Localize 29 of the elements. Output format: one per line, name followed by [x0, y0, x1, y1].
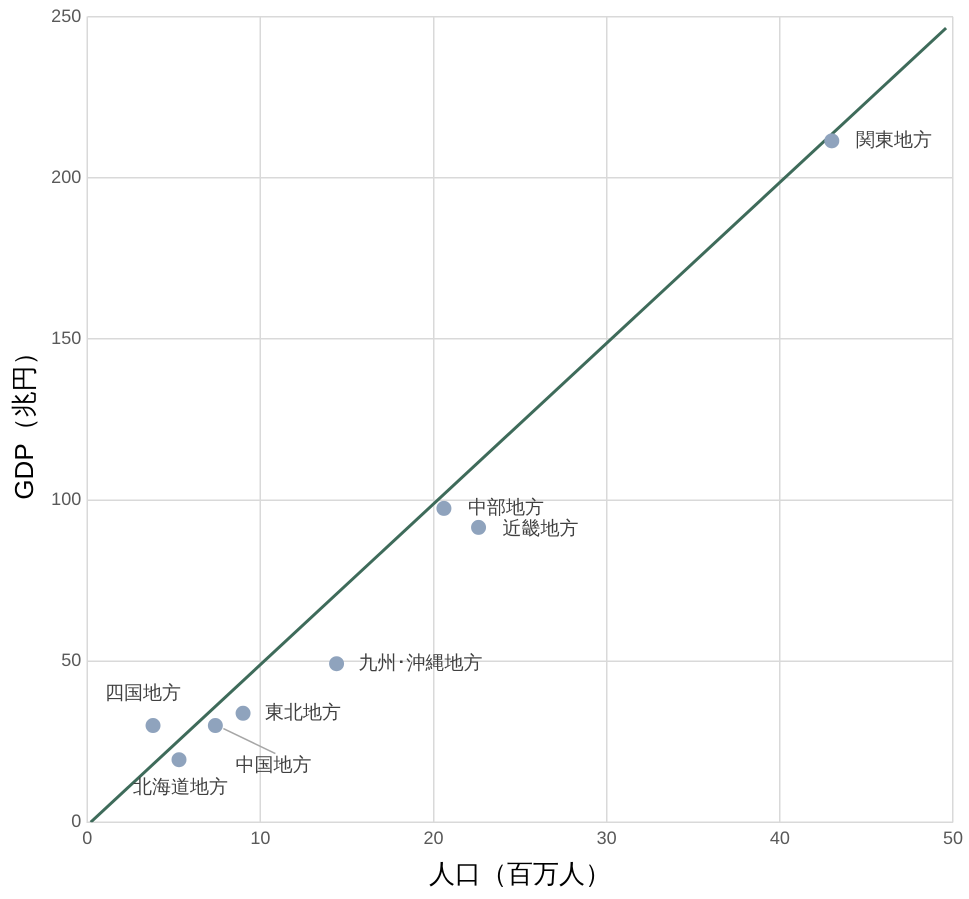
point — [208, 718, 223, 734]
y-tick-label: 0 — [71, 811, 82, 832]
point — [146, 718, 161, 734]
annotation: 四国地方 — [105, 682, 182, 704]
x-axis-title: 人口（百万人） — [429, 858, 612, 889]
x-tick-label: 20 — [424, 828, 444, 848]
y-tick-label: 50 — [61, 650, 82, 670]
point — [824, 133, 840, 148]
x-tick-label: 10 — [250, 828, 270, 848]
point — [471, 520, 486, 535]
y-tick-label: 100 — [51, 489, 82, 510]
y-tick-label: 150 — [51, 328, 82, 348]
x-tick-label: 40 — [770, 828, 790, 848]
annotation: 関東地方 — [856, 129, 932, 152]
y-tick-label: 250 — [51, 6, 82, 26]
x-tick-label: 30 — [596, 828, 617, 848]
annotation: 北海道地方 — [133, 776, 228, 798]
annotation: 東北地方 — [265, 702, 342, 724]
annotation: 中国地方 — [235, 754, 312, 776]
point — [329, 656, 344, 672]
y-tick-label: 200 — [51, 166, 82, 187]
point — [172, 752, 187, 768]
point — [436, 500, 452, 516]
point — [236, 706, 251, 721]
x-tick-label: 50 — [942, 828, 964, 848]
annotation: 中部地方 — [468, 496, 544, 519]
y-axis-title: GDP（兆円） — [8, 339, 39, 500]
annotation: 九州･沖縄地方 — [358, 652, 483, 674]
annotation: 近畿地方 — [502, 518, 579, 540]
